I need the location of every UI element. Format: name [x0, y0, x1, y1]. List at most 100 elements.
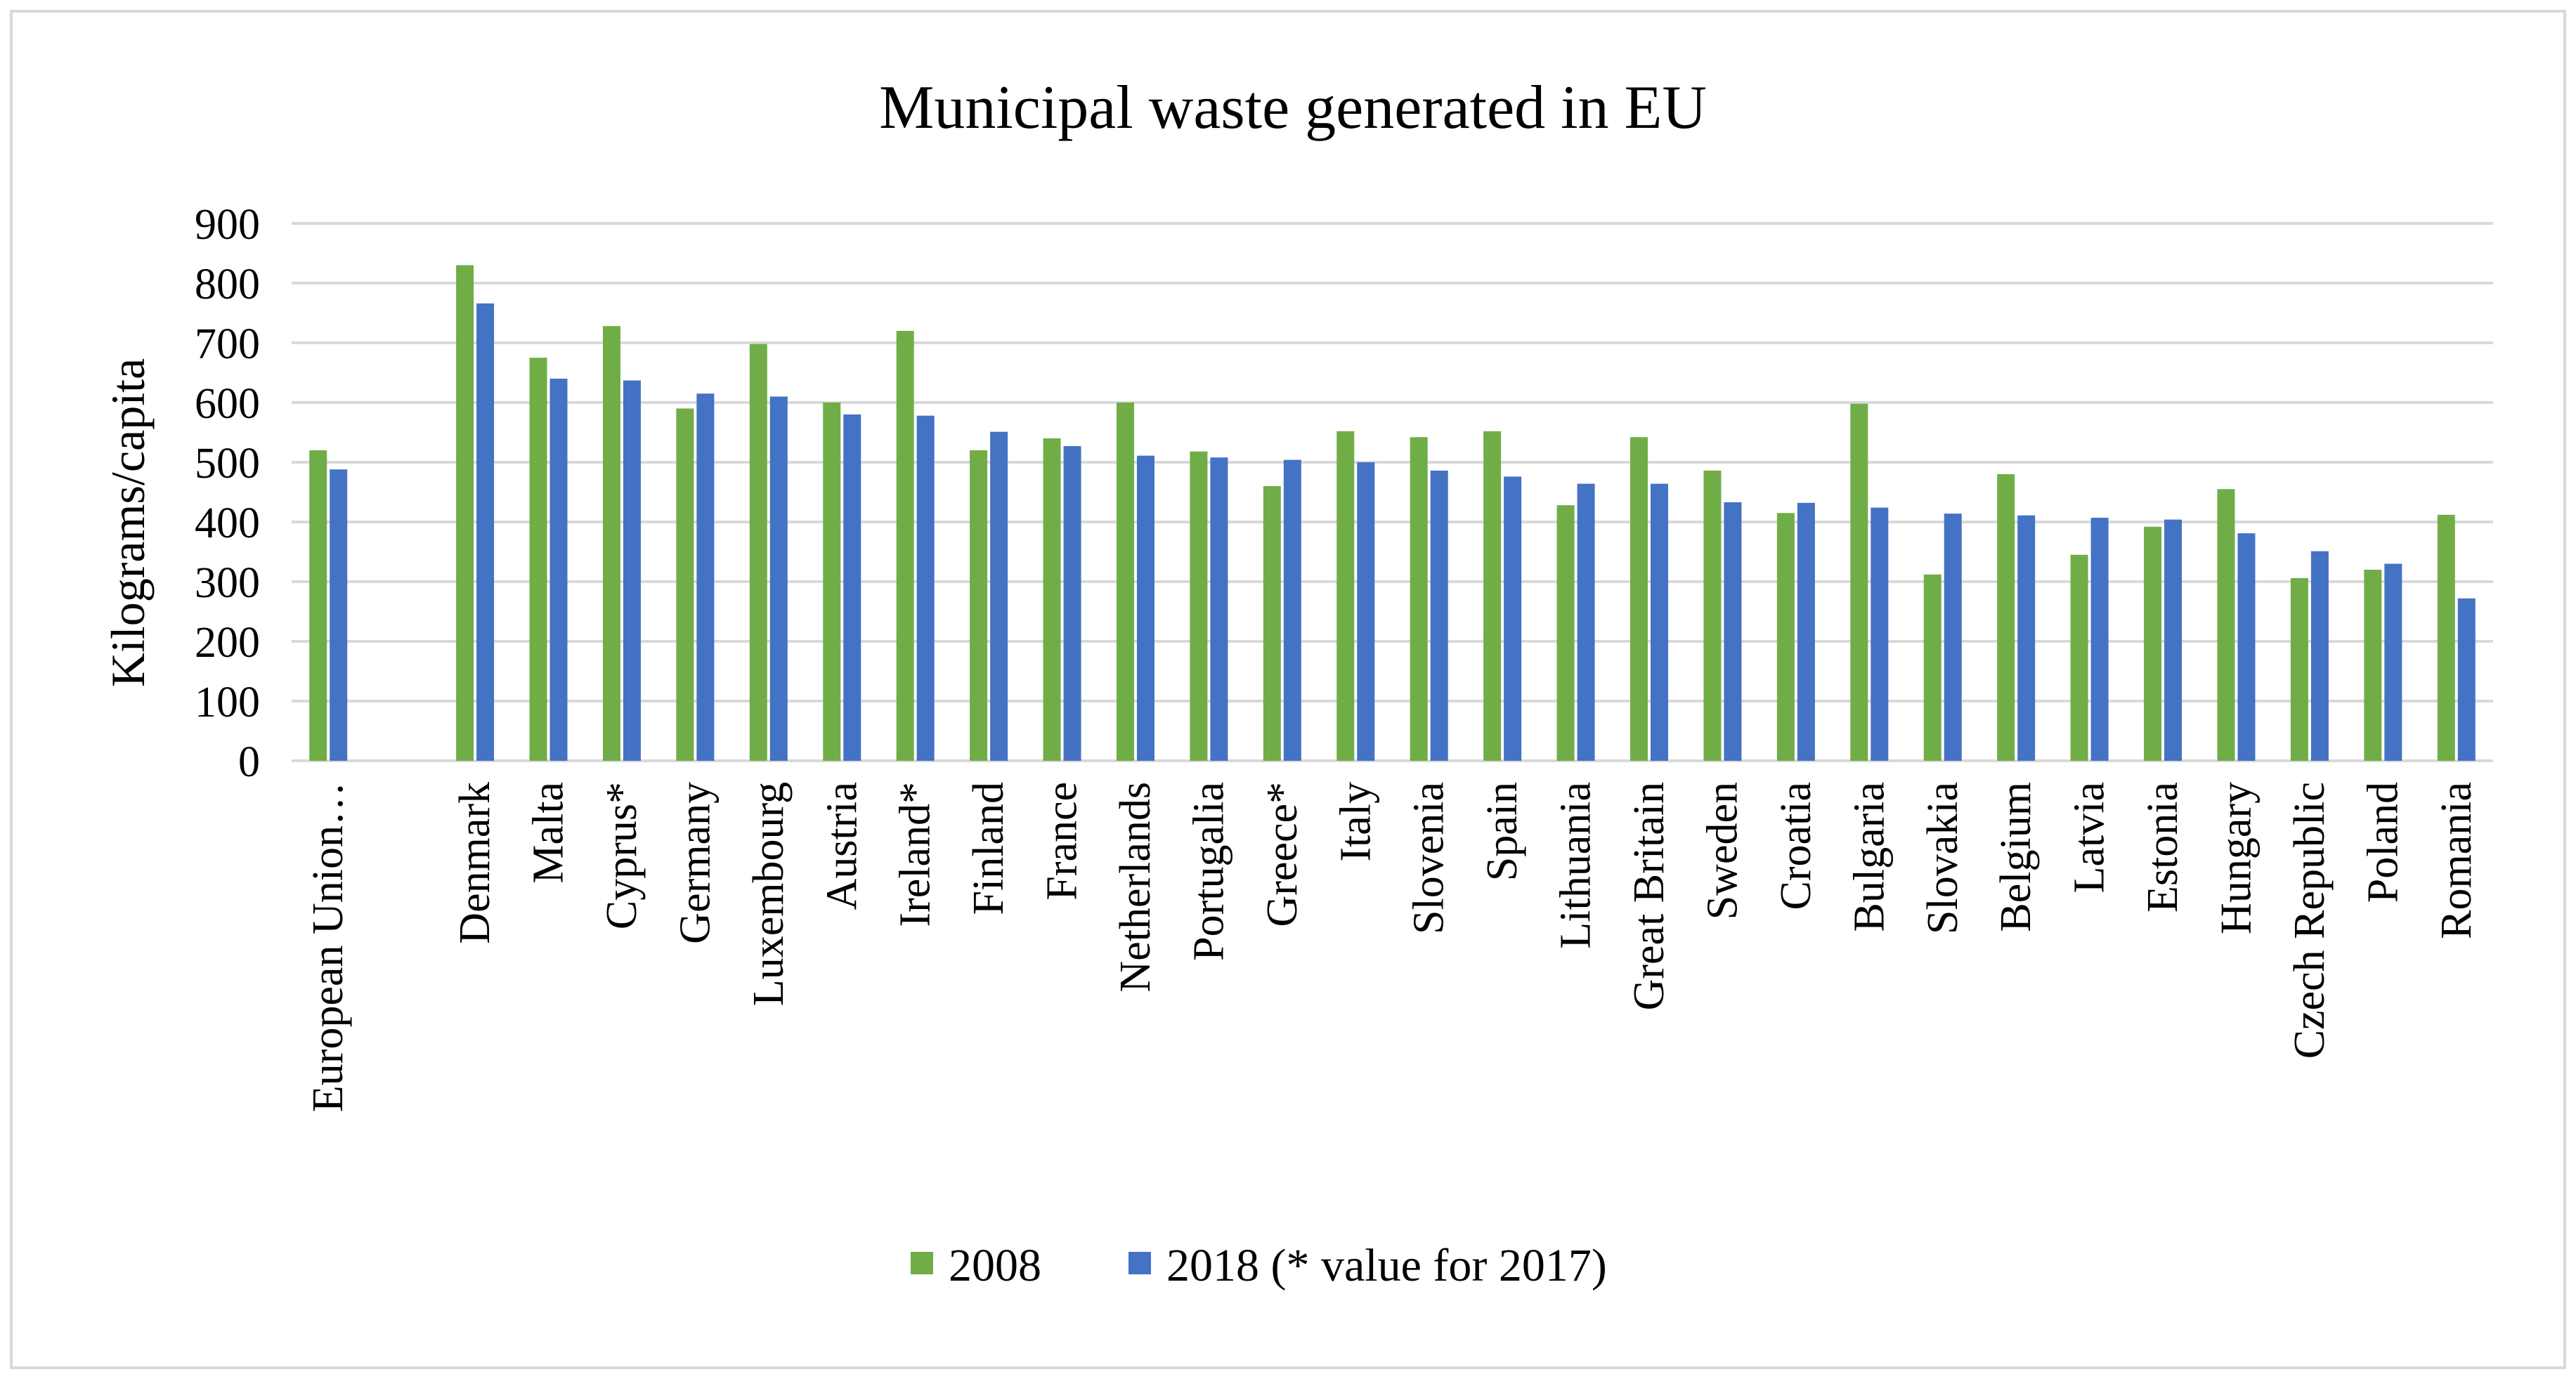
bar-2008-ireland-	[896, 331, 914, 761]
y-tick-label: 900	[195, 201, 260, 249]
y-tick-label: 700	[195, 320, 260, 368]
bar-2018-ireland-	[916, 415, 935, 761]
bars	[309, 265, 2476, 761]
bar-2018-denmark	[476, 303, 495, 761]
bar-2018-sweden	[1724, 502, 1742, 761]
bar-2008-lithuania	[1556, 505, 1575, 761]
x-tick-label: Finland	[965, 782, 1013, 915]
bar-2018-latvia	[2090, 518, 2109, 761]
legend: 2008 2018 (* value for 2017)	[911, 1240, 1607, 1291]
x-tick-label: Sweden	[1698, 782, 1746, 920]
bar-2008-france	[1043, 438, 1061, 761]
x-tick-label: Poland	[2359, 782, 2407, 903]
bar-2018-italy	[1357, 462, 1375, 761]
x-tick-label: Great Britain	[1625, 782, 1673, 1010]
y-tick-label: 300	[195, 559, 260, 607]
bar-2018-croatia	[1797, 502, 1815, 761]
y-tick-label: 500	[195, 440, 260, 488]
x-tick-label: Czech Republic	[2286, 782, 2334, 1059]
bar-2008-slovakia	[1923, 574, 1941, 761]
bar-2018-slovenia	[1430, 470, 1448, 761]
x-tick-label: Austria	[818, 782, 866, 910]
bar-2018-european-union-	[330, 469, 348, 761]
bar-2018-belgium	[2017, 515, 2036, 761]
bar-2008-european-union-	[309, 450, 327, 761]
x-tick-label: Italy	[1332, 782, 1379, 862]
bar-2008-croatia	[1776, 513, 1795, 761]
x-tick-labels: European Union… Denmark Malta Cyprus* German…	[304, 782, 2480, 1112]
bar-2018-germany	[696, 393, 715, 761]
y-axis-label: Kilograms/capita	[101, 358, 155, 687]
bar-2018-malta	[549, 379, 568, 761]
legend-label-0: 2008	[949, 1240, 1041, 1291]
y-tick-label: 800	[195, 261, 260, 308]
bar-2018-cyprus-	[623, 380, 641, 761]
bar-2018-france	[1063, 446, 1081, 761]
legend-label-1: 2018 (* value for 2017)	[1166, 1240, 1607, 1291]
bar-2018-lithuania	[1577, 483, 1595, 761]
bar-2018-slovakia	[1944, 514, 1962, 761]
bar-2008-malta	[529, 358, 547, 761]
bar-2008-sweden	[1703, 470, 1722, 761]
bar-2008-belgium	[1997, 474, 2015, 761]
bar-2008-hungary	[2217, 489, 2235, 761]
x-tick-label: Estonia	[2139, 782, 2187, 913]
bar-2018-great-britain	[1651, 483, 1669, 761]
y-tick-label: 200	[195, 619, 260, 667]
legend-swatch-0	[911, 1252, 933, 1274]
bar-2008-germany	[676, 408, 694, 761]
bar-2018-bulgaria	[1871, 507, 1889, 761]
bar-2008-bulgaria	[1850, 403, 1868, 761]
bar-2008-poland	[2364, 570, 2382, 761]
x-tick-label: Greece*	[1258, 782, 1306, 927]
x-tick-label: Lithuania	[1552, 782, 1600, 949]
bar-2018-hungary	[2237, 533, 2256, 761]
y-tick-label: 400	[195, 499, 260, 547]
bar-2008-italy	[1336, 431, 1355, 761]
x-tick-label: Portugalia	[1185, 782, 1232, 961]
bar-2008-great-britain	[1630, 437, 1648, 761]
bar-2008-czech-republic	[2290, 577, 2308, 761]
bar-2008-spain	[1483, 431, 1502, 761]
bar-2018-poland	[2384, 563, 2402, 761]
bar-2008-slovenia	[1410, 437, 1428, 761]
y-tick-label: 0	[238, 738, 260, 786]
bar-2018-austria	[843, 414, 861, 761]
bar-2008-latvia	[2070, 554, 2088, 761]
bar-2018-czech-republic	[2310, 551, 2329, 761]
bar-2018-portugalia	[1210, 457, 1228, 761]
x-tick-label: European Union…	[304, 782, 352, 1112]
bar-2018-greece-	[1283, 459, 1301, 761]
legend-swatch-1	[1128, 1252, 1151, 1274]
x-tick-label: Belgium	[1992, 782, 2040, 932]
x-tick-label: Hungary	[2212, 782, 2260, 934]
chart-title: Municipal waste generated in EU	[879, 74, 1707, 142]
x-tick-label: Denmark	[451, 782, 499, 944]
bar-2018-estonia	[2164, 519, 2183, 761]
x-tick-label: Malta	[525, 782, 573, 884]
bar-2008-romania	[2437, 514, 2455, 761]
y-tick-label: 600	[195, 380, 260, 428]
bar-2018-spain	[1504, 476, 1522, 761]
x-tick-label: Spain	[1478, 782, 1526, 881]
y-tick-labels: 0 100 200 300 400 500 600 700 800 900	[195, 201, 260, 786]
bar-2008-portugalia	[1190, 451, 1208, 761]
bar-2008-estonia	[2144, 526, 2162, 761]
x-tick-label: Croatia	[1772, 782, 1820, 910]
bar-2008-luxembourg	[749, 344, 767, 761]
bar-2018-romania	[2457, 598, 2476, 761]
bar-2008-denmark	[456, 265, 474, 761]
x-tick-label: Romania	[2433, 782, 2480, 939]
x-tick-label: Bulgaria	[1845, 782, 1893, 932]
x-tick-label: Slovakia	[1919, 782, 1967, 934]
x-tick-label: France	[1039, 782, 1086, 901]
x-tick-label: Ireland*	[892, 782, 939, 927]
gridlines	[292, 222, 2493, 762]
bar-2008-greece-	[1263, 486, 1281, 761]
y-tick-label: 100	[195, 679, 260, 726]
bar-2018-luxembourg	[769, 396, 788, 761]
x-tick-label: Latvia	[2066, 782, 2114, 893]
bar-2008-cyprus-	[602, 326, 620, 761]
x-tick-label: Netherlands	[1112, 782, 1159, 993]
